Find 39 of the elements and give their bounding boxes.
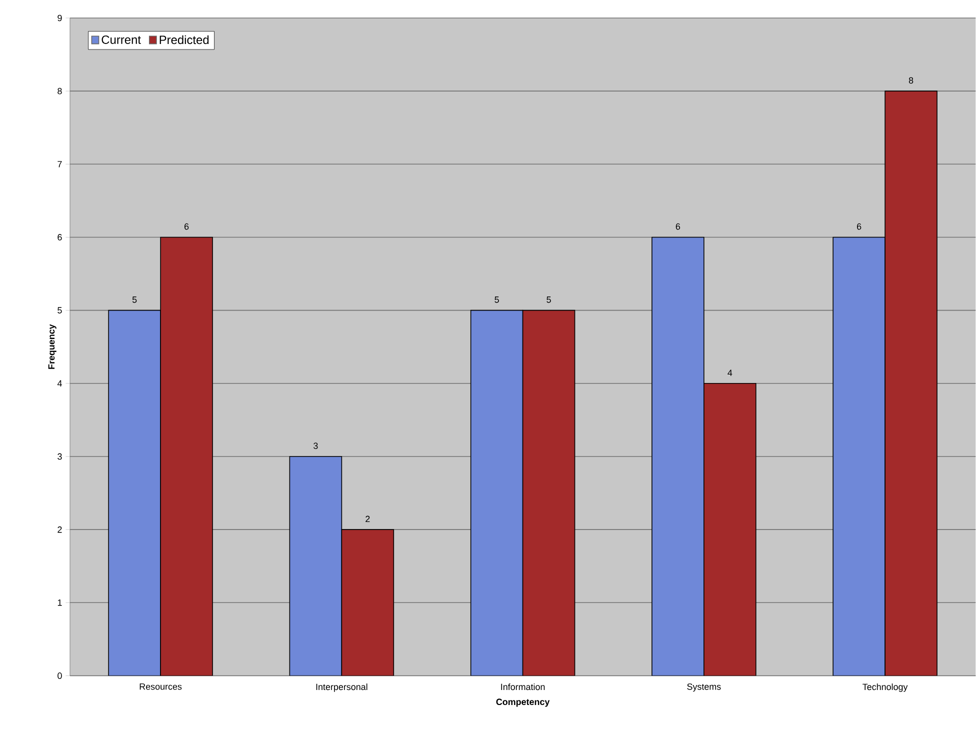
y-tick-label: 6 <box>58 234 62 241</box>
data-label: 6 <box>676 224 680 230</box>
data-label: 5 <box>546 296 551 303</box>
bar <box>341 529 394 676</box>
bar <box>160 236 213 676</box>
data-label: 2 <box>366 516 370 522</box>
y-tick-label: 2 <box>58 526 62 533</box>
y-axis-title: Frequency <box>48 324 56 370</box>
x-tick-label: Interpersonal <box>316 684 368 692</box>
data-label: 4 <box>728 370 732 376</box>
legend-label: Predicted <box>160 35 209 44</box>
bar <box>704 383 756 676</box>
y-tick-label: 8 <box>58 88 62 94</box>
bar <box>884 90 938 676</box>
y-tick-label: 3 <box>58 453 62 460</box>
legend-label: Current <box>102 36 141 44</box>
x-tick-label: Technology <box>862 684 908 692</box>
bar <box>652 236 704 676</box>
bar <box>289 456 342 676</box>
x-tick-label: Information <box>501 684 545 690</box>
y-tick-label: 4 <box>57 380 62 387</box>
bar <box>108 310 161 676</box>
x-tick-label: Systems <box>687 684 721 692</box>
x-axis-title: Competency <box>496 698 550 707</box>
y-tick-label: 9 <box>58 14 62 22</box>
data-label: 5 <box>494 296 499 303</box>
y-tick-label: 7 <box>58 161 62 168</box>
bar <box>832 236 886 676</box>
data-label: 8 <box>908 77 914 84</box>
data-label: 6 <box>184 224 189 230</box>
bar <box>470 310 524 676</box>
x-tick-label: Resources <box>140 684 182 690</box>
y-tick-label: 0 <box>58 672 62 680</box>
data-label: 3 <box>314 442 318 450</box>
y-tick-label: 5 <box>58 307 62 314</box>
y-tick-label: 1 <box>58 600 62 606</box>
data-label: 5 <box>132 296 137 303</box>
data-label: 6 <box>857 224 862 230</box>
bar <box>522 310 576 676</box>
